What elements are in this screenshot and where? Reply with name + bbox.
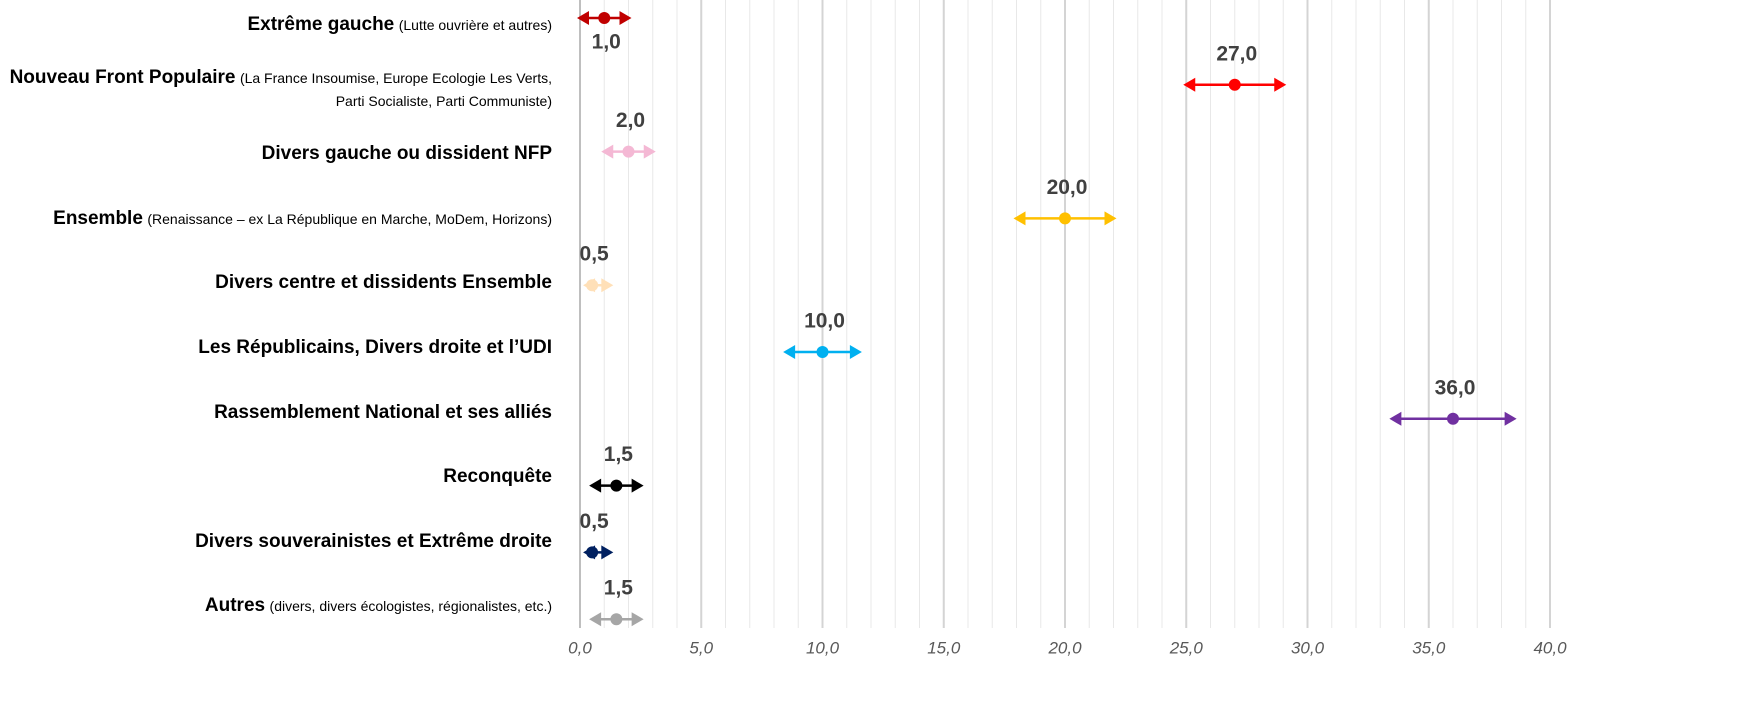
category-name: Divers gauche ou dissident NFP [261,143,552,165]
category-name: Rassemblement National et ses alliés [214,401,552,423]
category-label: Nouveau Front Populaire (La France Insou… [6,66,552,113]
category-name: Nouveau Front Populaire [9,67,236,89]
category-label: Ensemble (Renaissance – ex La République… [6,207,552,231]
dot [610,613,623,626]
value-label: 10,0 [804,310,845,333]
category-label: Reconquête [6,465,552,489]
x-tick-label: 20,0 [1047,638,1082,657]
range-arrow-high [1274,77,1287,92]
value-label: 36,0 [1435,376,1476,399]
dot [586,546,599,559]
value-label: 0,5 [580,510,610,533]
value-label: 1,0 [592,31,621,54]
dot [816,346,829,358]
value-label: 2,0 [616,109,645,132]
dot [598,12,611,24]
category-name: Divers souverainistes et Extrême droite [195,530,552,552]
x-tick-label: 35,0 [1412,638,1446,657]
range-arrow-high [619,11,632,25]
range-arrow-low [589,612,602,627]
dot [622,145,635,158]
category-label: Rassemblement National et ses alliés [6,401,552,425]
range-arrow-low [589,478,602,493]
dot [610,479,623,492]
value-label: 1,5 [604,443,634,466]
category-label: Extrême gauche (Lutte ouvrière et autres… [6,13,552,37]
range-arrow-low [577,11,589,25]
category-label: Autres (divers, divers écologistes, régi… [6,594,552,618]
value-label: 1,5 [604,577,634,600]
category-label: Divers gauche ou dissident NFP [6,142,552,166]
dot [1059,212,1071,225]
x-tick-label: 5,0 [689,638,713,657]
range-arrow-low [783,345,796,359]
category-name: Les Républicains, Divers droite et l’UDI [198,337,552,358]
value-label: 0,5 [580,243,610,266]
category-note: (Renaissance – ex La République en March… [147,210,552,227]
range-arrow-high [1504,411,1517,426]
x-tick-label: 25,0 [1169,638,1204,657]
range-arrow-high [849,345,862,359]
category-name: Extrême gauche [247,14,395,35]
range-arrow-low [1389,411,1402,426]
range-arrow-low [1013,211,1026,226]
dot [1447,412,1459,425]
x-tick-label: 0,0 [568,638,592,657]
x-tick-label: 15,0 [927,638,961,657]
range-arrow-high [601,545,614,560]
category-label: Divers centre et dissidents Ensemble [6,271,552,295]
category-name: Autres [204,595,266,617]
range-arrow-high [631,478,644,493]
category-label: Les Républicains, Divers droite et l’UDI [6,336,552,360]
range-arrow-high [631,612,644,627]
category-name: Divers centre et dissidents Ensemble [215,272,552,294]
range-arrow-high [1104,211,1117,226]
category-note: (La France Insoumise, Europe Ecologie Le… [239,70,552,110]
range-arrow-low [601,144,614,159]
category-note: (Lutte ouvrière et autres) [398,17,552,33]
category-label: Divers souverainistes et Extrême droite [6,530,552,554]
x-tick-label: 40,0 [1533,638,1567,657]
x-tick-label: 30,0 [1291,638,1325,657]
range-arrow-low [1183,77,1196,92]
range-arrow-high [601,278,614,293]
value-label: 20,0 [1047,176,1088,199]
category-name: Reconquête [443,466,552,488]
category-name: Ensemble [53,207,143,229]
value-label: 27,0 [1216,42,1257,65]
x-tick-label: 10,0 [806,638,840,657]
category-note: (divers, divers écologistes, régionalist… [269,598,552,615]
dot [1228,78,1241,91]
range-arrow-high [643,144,656,159]
dot [586,279,599,292]
